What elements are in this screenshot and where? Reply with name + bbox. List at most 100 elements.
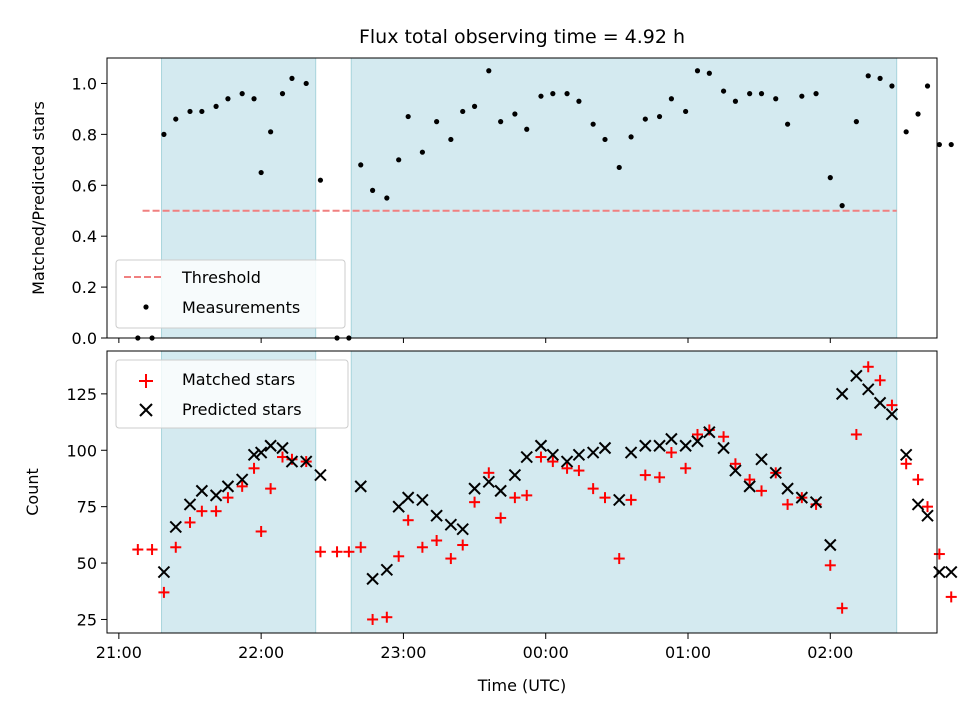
predicted-star-point <box>781 482 794 495</box>
predicted-star-point <box>691 435 704 448</box>
predicted-star-mark-b <box>653 439 666 452</box>
measurement-point <box>936 141 942 148</box>
y-tick-label: 0.0 <box>72 329 97 348</box>
measurement-point <box>694 68 701 74</box>
predicted-star-mark-b <box>743 480 756 493</box>
top-legend-box <box>115 259 346 329</box>
measurement-point <box>303 80 309 87</box>
top-y-axis-ticks: 0.0 0.2 0.4 0.6 0.8 1.0 <box>72 74 107 348</box>
measurement-point <box>279 91 286 97</box>
matched-star-point <box>343 546 355 558</box>
legend-measurements-swatch <box>143 304 149 310</box>
measurement-point <box>668 96 675 102</box>
matched-star-point <box>744 474 756 486</box>
predicted-stars-points <box>157 369 958 586</box>
y-tick-label: 0.4 <box>72 227 97 246</box>
predicted-star-mark-b <box>560 455 574 468</box>
chart-title: Flux total observing time = 4.92 h <box>359 26 685 48</box>
matched-star-point <box>756 485 768 497</box>
predicted-star-mark-b <box>769 466 782 480</box>
measurement-point <box>396 157 402 163</box>
matched-star-point <box>469 496 481 508</box>
matched-star-point <box>665 447 677 459</box>
bottom-legend: Matched stars Predicted stars <box>115 359 349 429</box>
predicted-star-point <box>209 489 223 502</box>
predicted-star-point <box>247 448 261 461</box>
predicted-star-point <box>598 441 612 455</box>
predicted-star-mark-b <box>639 439 652 452</box>
measurement-point <box>512 111 518 117</box>
measurement-point <box>616 164 622 171</box>
matched-star-point <box>255 525 267 537</box>
measurement-point <box>550 91 556 97</box>
predicted-star-mark-b <box>456 523 469 536</box>
predicted-star-mark-b <box>247 448 261 461</box>
predicted-star-point <box>560 455 574 468</box>
predicted-star-mark-b <box>380 563 394 577</box>
predicted-star-mark-b <box>366 572 379 586</box>
matched-star-point <box>862 361 874 373</box>
measurement-point <box>358 162 364 168</box>
predicted-star-mark-b <box>885 407 899 421</box>
predicted-star-point <box>299 455 313 468</box>
predicted-star-point <box>494 484 507 498</box>
measurement-point <box>706 70 712 76</box>
matched-star-point <box>836 602 848 614</box>
predicted-star-mark-b <box>665 432 678 446</box>
predicted-star-mark-b <box>183 498 197 511</box>
predicted-star-mark-b <box>264 439 277 452</box>
predicted-star-mark-b <box>729 464 742 477</box>
legend-matched-swatch <box>139 374 153 388</box>
matched-star-point <box>170 541 182 553</box>
predicted-star-mark-b <box>691 435 704 448</box>
predicted-star-mark-b <box>781 482 794 495</box>
predicted-star-mark-b <box>546 448 560 461</box>
measurement-point <box>785 121 791 127</box>
predicted-star-mark-b <box>933 565 946 579</box>
predicted-star-mark-b <box>482 475 496 489</box>
top-y-axis-label: Matched/Predicted stars <box>29 101 48 295</box>
x-tick-label: 02:00 <box>807 643 853 662</box>
predicted-star-point <box>639 439 652 452</box>
predicted-star-mark-b <box>862 383 875 396</box>
predicted-star-mark-b <box>520 450 533 464</box>
matched-star-point <box>265 483 277 495</box>
x-tick-label: 01:00 <box>665 643 711 662</box>
matched-star-point <box>691 428 703 440</box>
measurement-point <box>268 129 274 135</box>
measurement-point <box>258 169 264 176</box>
matched-star-point <box>680 462 692 474</box>
top-legend: Threshold Measurements <box>115 259 346 329</box>
predicted-star-point <box>444 518 458 531</box>
predicted-star-point <box>534 439 548 452</box>
predicted-star-mark-b <box>717 441 730 455</box>
matched-star-point <box>782 498 794 510</box>
predicted-star-point <box>285 455 299 468</box>
legend-threshold-label: Threshold <box>181 268 261 287</box>
y-tick-label: 125 <box>66 385 97 404</box>
bottom-legend-box <box>115 359 349 429</box>
predicted-star-point <box>508 468 522 482</box>
legend-measurements-label: Measurements <box>182 298 300 317</box>
x-tick-label: 22:00 <box>238 643 284 662</box>
matched-star-point <box>367 613 379 625</box>
matched-star-point <box>236 480 248 492</box>
predicted-star-point <box>546 448 560 461</box>
measurement-point <box>161 131 167 137</box>
measurement-point <box>642 116 648 122</box>
predicted-star-point <box>416 493 429 507</box>
predicted-star-mark-b <box>444 518 458 531</box>
predicted-star-mark-b <box>494 484 507 498</box>
predicted-star-mark-b <box>468 482 481 495</box>
matched-star-point <box>457 539 469 551</box>
matched-star-point <box>639 469 651 481</box>
matched-star-point <box>402 514 414 526</box>
measurement-point <box>877 75 883 81</box>
matched-star-point <box>381 611 393 623</box>
predicted-star-point <box>392 500 405 513</box>
predicted-star-point <box>795 491 809 504</box>
predicted-star-mark-b <box>809 495 823 509</box>
matched-star-point <box>132 544 144 556</box>
y-tick-label: 100 <box>66 441 97 460</box>
matched-star-point <box>945 591 957 603</box>
